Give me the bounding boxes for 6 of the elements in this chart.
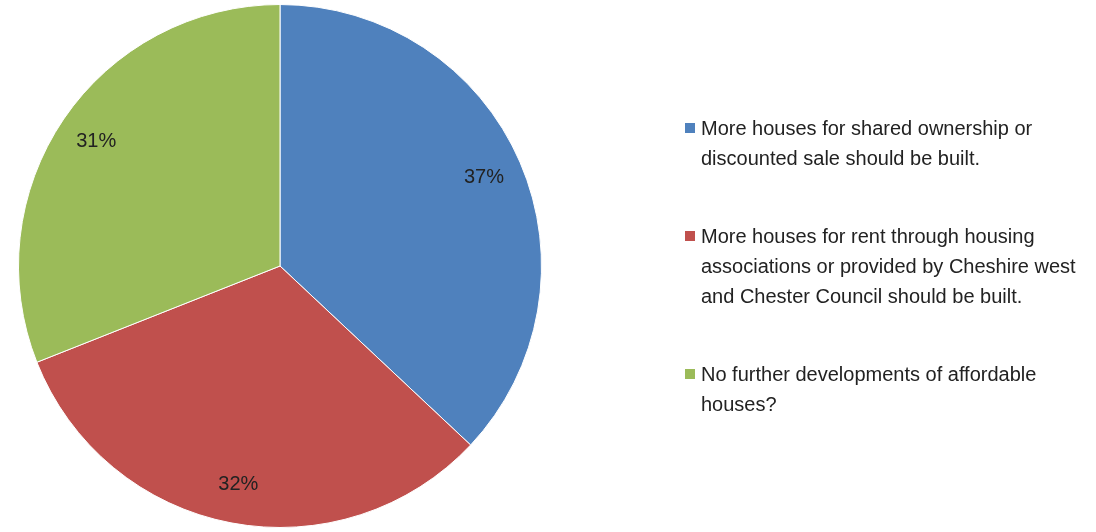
legend-label: No further developments of affordable houses? — [701, 362, 1038, 417]
data-label: 31% — [76, 128, 117, 151]
legend-label: More houses for shared ownership or discounted sale should be built. — [701, 116, 1034, 171]
legend-label: More houses for rent through housing associations or provided by Cheshire west and Chester Council should be built. — [701, 224, 1077, 309]
data-label: 32% — [218, 471, 259, 494]
data-label: 37% — [463, 165, 505, 188]
